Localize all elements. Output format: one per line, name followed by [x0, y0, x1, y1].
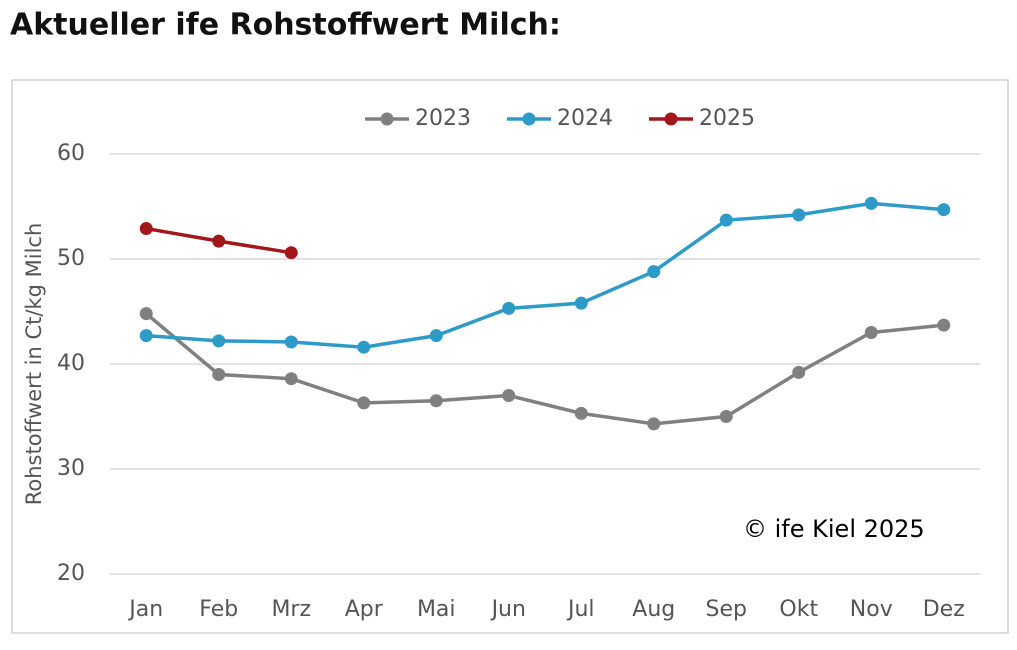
data-point	[502, 301, 516, 315]
x-tick-label: Feb	[199, 597, 238, 622]
data-point	[647, 417, 661, 431]
legend-label: 2025	[699, 106, 755, 131]
data-point	[429, 329, 443, 343]
data-point	[719, 213, 733, 227]
legend-marker	[380, 112, 394, 126]
data-point	[357, 340, 371, 354]
x-tick-label: Apr	[345, 597, 384, 622]
data-point	[792, 365, 806, 379]
x-tick-label: Dez	[923, 597, 965, 622]
annotation: © ife Kiel 2025	[743, 515, 925, 543]
data-point	[284, 246, 298, 260]
x-tick-label: Jan	[127, 597, 163, 622]
y-tick-label: 40	[57, 351, 85, 376]
y-axis-label: Rohstoffwert in Ct/kg Milch	[22, 223, 46, 506]
series-line	[146, 201, 944, 349]
data-point	[357, 396, 371, 410]
grid	[110, 153, 980, 575]
x-tick-label: Mrz	[271, 597, 311, 622]
legend-marker	[664, 112, 678, 126]
data-point	[647, 265, 661, 279]
x-tick-label: Mai	[417, 597, 456, 622]
x-tick-label: Okt	[779, 597, 818, 622]
page-title: Aktueller ife Rohstoffwert Milch:	[10, 8, 561, 43]
x-tick-label: Aug	[632, 597, 675, 622]
plot	[139, 196, 951, 431]
data-point	[429, 394, 443, 408]
data-point	[284, 372, 298, 386]
chart-frame	[11, 79, 1009, 634]
data-point	[139, 307, 153, 321]
y-tick-label: 20	[57, 561, 85, 586]
y-tick-label: 60	[57, 141, 85, 166]
legend-label: 2023	[415, 106, 471, 131]
x-tick-label: Jun	[490, 597, 526, 622]
y-tick-label: 50	[57, 246, 85, 271]
y-tick-label: 30	[57, 456, 85, 481]
data-point	[792, 208, 806, 222]
x-tick-label: Nov	[850, 597, 893, 622]
data-point	[574, 406, 588, 420]
data-point	[212, 334, 226, 348]
data-point	[212, 368, 226, 381]
series-line	[145, 312, 944, 426]
data-point	[139, 222, 153, 236]
data-point	[864, 196, 878, 210]
data-point	[937, 203, 951, 217]
data-point	[719, 410, 733, 423]
legend-marker	[522, 112, 536, 126]
data-point	[212, 234, 226, 248]
data-point	[864, 326, 878, 339]
legend-label: 2024	[557, 106, 613, 131]
data-point	[284, 335, 298, 349]
data-point	[502, 389, 516, 402]
data-point	[937, 318, 951, 332]
data-point	[574, 296, 588, 310]
data-point	[139, 329, 153, 343]
x-tick-label: Sep	[706, 597, 747, 622]
x-tick-label: Jul	[566, 597, 595, 622]
